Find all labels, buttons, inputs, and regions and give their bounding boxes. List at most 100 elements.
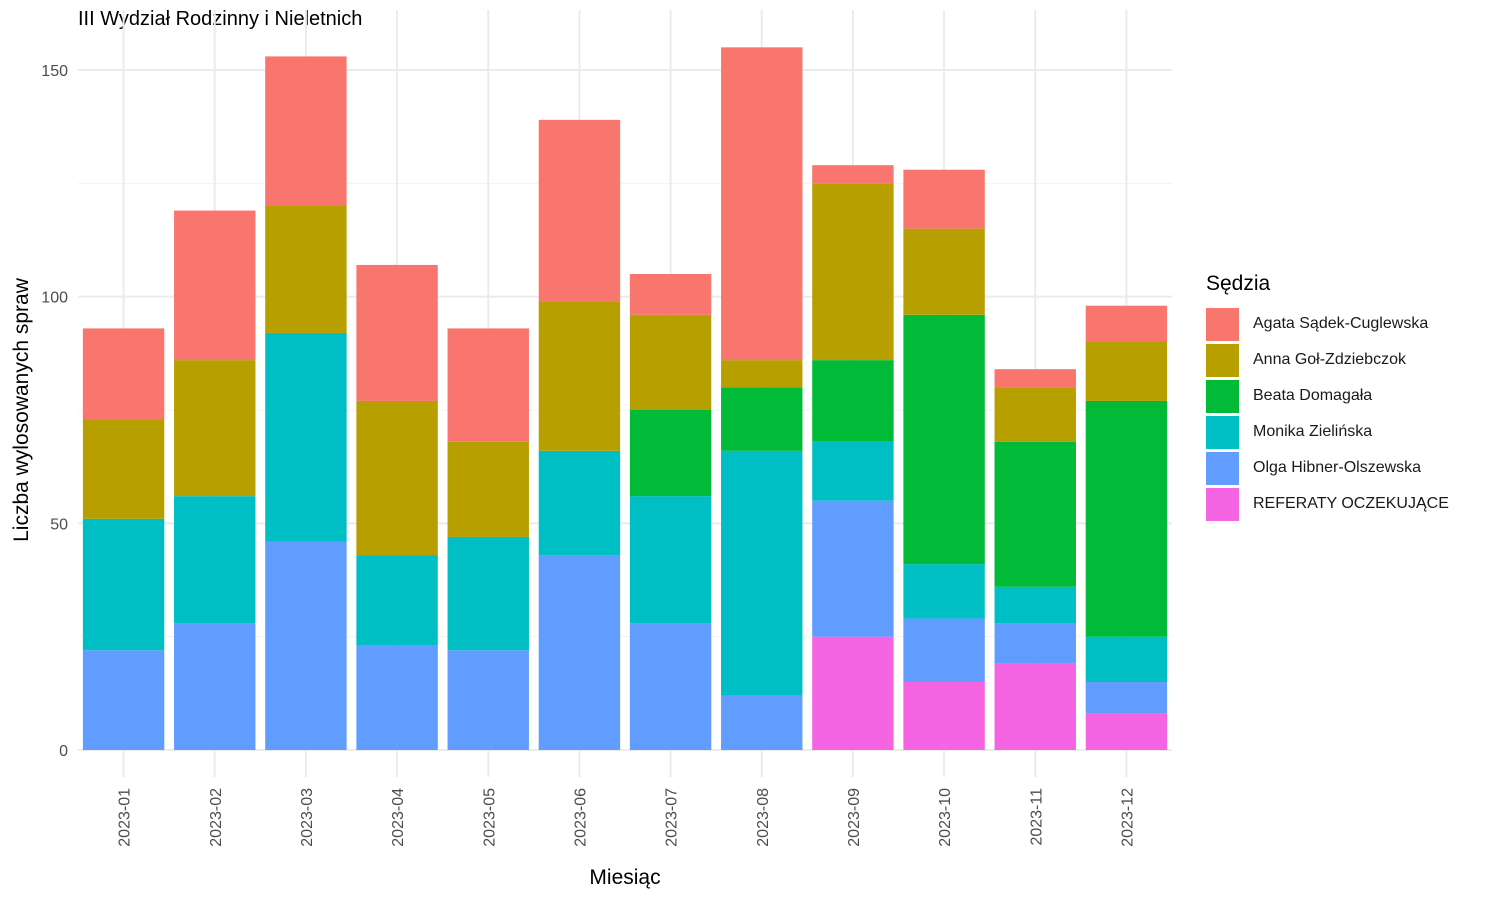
legend-swatch (1206, 307, 1239, 341)
legend-label: REFERATY OCZEKUJĄCE (1253, 495, 1449, 512)
bar-segment (1085, 305, 1168, 343)
bar-segment (174, 360, 256, 497)
bar-segment (447, 328, 529, 442)
x-tick-label: 2023-09 (846, 788, 863, 847)
y-tick-label: 100 (41, 290, 68, 307)
bar-segment (265, 56, 347, 207)
bar-segment (721, 450, 803, 696)
bar-segment (994, 663, 1076, 750)
bar-segment (1085, 682, 1168, 714)
bar-segment (265, 206, 347, 333)
bar-segment (812, 500, 894, 637)
x-tick-label: 2023-05 (481, 788, 498, 847)
bar-segment (812, 183, 894, 361)
legend-swatch (1206, 415, 1239, 449)
bar-segment (447, 441, 529, 537)
bar-segment (538, 119, 621, 302)
bar-segment (447, 650, 529, 750)
legend-label: Agata Sądek-Cuglewska (1253, 315, 1429, 332)
bar-segment (903, 682, 985, 750)
bar-segment (721, 695, 803, 750)
bar-segment (174, 496, 256, 624)
x-tick-label: 2023-10 (937, 788, 954, 847)
x-tick-label: 2023-07 (664, 788, 681, 847)
legend-item: Agata Sądek-Cuglewska (1206, 306, 1449, 342)
legend-label: Anna Goł-Zdziebczok (1253, 351, 1406, 368)
legend-label: Beata Domagała (1253, 387, 1373, 404)
bar-segment (82, 419, 165, 519)
legend-label: Monika Zielińska (1253, 423, 1373, 440)
bar-segment (812, 360, 894, 442)
legend: Sędzia Agata Sądek-Cuglewska Anna Goł-Zdz… (1206, 272, 1449, 522)
y-tick-label: 0 (59, 743, 68, 760)
legend-swatch (1206, 343, 1239, 377)
bar-segment (721, 47, 803, 361)
bar-segment (812, 636, 894, 750)
bar-segment (629, 410, 712, 497)
x-tick-label: 2023-04 (390, 788, 407, 847)
bar-segment (903, 169, 985, 229)
bar-segment (447, 536, 529, 651)
bar-segment (265, 332, 347, 542)
bar-segment (994, 623, 1076, 664)
bar-segment (812, 441, 894, 501)
bar-segment (994, 369, 1076, 388)
bar-segment (721, 387, 803, 451)
legend-item: Monika Zielińska (1206, 414, 1449, 450)
legend-swatch (1206, 451, 1239, 485)
bar-segment (994, 586, 1076, 624)
bar-segment (629, 496, 712, 624)
x-tick-label: 2023-02 (208, 788, 225, 847)
bar-segment (629, 314, 712, 411)
legend-item: REFERATY OCZEKUJĄCE (1206, 486, 1449, 522)
bar-segment (994, 441, 1076, 587)
legend-swatch (1206, 379, 1239, 413)
bar-segment (265, 541, 347, 750)
bar-segment (538, 555, 621, 750)
bar-segment (629, 623, 712, 750)
legend-title: Sędzia (1206, 272, 1271, 295)
bar-segment (1085, 713, 1168, 750)
chart-title: III Wydział Rodzinny i Nieletnich (78, 8, 363, 30)
bar-segment (1085, 342, 1168, 401)
x-tick-label: 2023-06 (572, 788, 589, 847)
bar-segment (356, 555, 438, 646)
y-tick-label: 150 (41, 63, 68, 80)
bar-segment (82, 650, 165, 750)
bar-segment (174, 210, 256, 361)
bar-segment (903, 618, 985, 683)
bar-segment (1085, 400, 1168, 637)
bar-segment (82, 328, 165, 420)
legend-item: Anna Goł-Zdziebczok (1206, 342, 1449, 378)
x-tick-label: 2023-11 (1028, 788, 1045, 846)
legend-item: Olga Hibner-Olszewska (1206, 450, 1449, 486)
bar-segment (994, 387, 1076, 442)
bar-segment (1085, 636, 1168, 683)
legend-items: Agata Sądek-Cuglewska Anna Goł-Zdziebczok… (1206, 306, 1449, 522)
bar-segment (174, 623, 256, 750)
bar-segment (82, 518, 165, 651)
x-axis-title: Miesiąc (589, 866, 661, 889)
x-tick-label: 2023-08 (755, 788, 772, 847)
bar-segment (356, 264, 438, 401)
legend-label: Olga Hibner-Olszewska (1253, 459, 1422, 476)
x-tick-label: 2023-12 (1119, 788, 1136, 847)
bar-segment (629, 274, 712, 315)
bar-segment (721, 360, 803, 388)
x-tick-label: 2023-03 (299, 788, 316, 847)
bar-segment (538, 301, 621, 451)
legend-item: Beata Domagała (1206, 378, 1449, 414)
y-axis-title: Liczba wylosowanych spraw (10, 278, 33, 542)
bar-segment (812, 165, 894, 184)
bar-segment (903, 314, 985, 565)
bar-segment (903, 228, 985, 315)
x-tick-label: 2023-01 (117, 788, 134, 847)
bar-segment (903, 564, 985, 619)
legend-swatch (1206, 487, 1239, 521)
bar-segment (356, 400, 438, 556)
bar-segment (356, 645, 438, 750)
bar-segment (538, 450, 621, 556)
y-tick-label: 50 (50, 516, 68, 533)
